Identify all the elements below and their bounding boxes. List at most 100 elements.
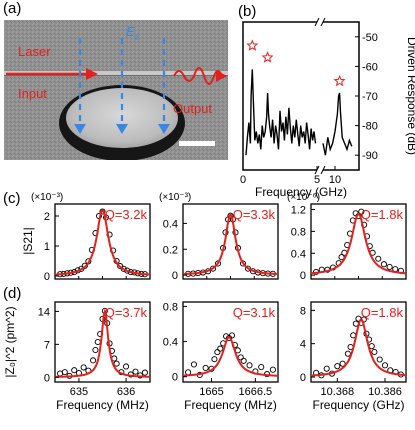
panel-label-c: (c) <box>3 190 21 207</box>
q-factor-label: Q=3.7k <box>105 305 148 320</box>
chart-b-ytick-label: -70 <box>362 91 378 103</box>
xtick-label: 10.368 <box>320 386 354 398</box>
xlabel: Frequency (GHz) <box>312 398 404 412</box>
fit-curve <box>54 208 151 276</box>
ytick-label: 0 <box>172 372 178 384</box>
chart-b-xtick-label: 5 <box>314 174 320 186</box>
xlabel: Frequency (MHz) <box>56 398 149 412</box>
data-point <box>185 369 192 376</box>
ytick-label: 0 <box>172 270 178 282</box>
data-point <box>80 364 87 371</box>
chart-b-xlabel: Frequency (GHz) <box>255 185 347 199</box>
data-point <box>202 364 209 371</box>
scale-bar <box>179 141 215 146</box>
chart-c3: 0 0.4 0.8 1.2(×10⁻⁶) Q=1.8k <box>287 192 407 282</box>
data-point <box>376 356 383 363</box>
field-arrows <box>78 38 166 128</box>
q-factor-label: Q=1.8k <box>361 305 404 320</box>
input-label: Input <box>18 86 47 101</box>
output-wave-icon <box>173 67 223 85</box>
chart-c1: 0 1 2 (×10⁻³) Q=3.2k <box>31 192 151 283</box>
micrograph: Laser Input Output Ez <box>4 20 228 160</box>
xtick-label: 636 <box>117 386 135 398</box>
panel-label-b: (b) <box>238 3 257 20</box>
data-point <box>386 263 393 271</box>
data-point <box>123 363 130 370</box>
data-point <box>371 348 378 356</box>
ytick-label: 0.4 <box>163 218 178 230</box>
fit-curve <box>310 212 407 275</box>
ytick-label: 1.2 <box>291 204 306 216</box>
axis-break-mark <box>320 165 326 175</box>
chart-b-xtick-label: 0 <box>240 174 246 186</box>
data-point <box>214 260 222 267</box>
q-factor-label: Q=1.8k <box>361 207 404 222</box>
chart-c2: 0 0.2 0.4 (×10⁻³) Q=3.3k <box>159 192 279 282</box>
data-point <box>339 360 346 367</box>
data-point <box>61 369 68 376</box>
star-marker-icon <box>261 51 274 63</box>
ytick-label: 0.8 <box>291 226 306 238</box>
xtick-label: 10.386 <box>368 386 402 398</box>
data-point <box>141 369 148 376</box>
ytick-label: 0.8 <box>163 301 178 313</box>
data-point <box>380 261 387 268</box>
chart-b-ytick-label: -60 <box>362 61 378 73</box>
q-factor-label: Q=3.1k <box>233 305 276 320</box>
axis-break-mark <box>314 17 320 27</box>
ytick-label: 0 <box>300 372 306 384</box>
data-point <box>246 362 253 369</box>
axis-break-gap <box>317 18 323 26</box>
q-factor-label: Q=3.3k <box>233 207 276 222</box>
chart-b-series-line <box>245 69 317 156</box>
data-point <box>92 346 99 354</box>
laser-label: Laser <box>18 44 51 59</box>
data-point <box>71 367 78 374</box>
ytick-label: 0.4 <box>291 248 306 260</box>
axis-break-gap <box>317 166 323 174</box>
data-point <box>90 357 97 364</box>
ytick-label: 0 <box>44 372 50 384</box>
panel-label-a: (a) <box>3 0 22 17</box>
chart-b-series-line <box>322 92 353 156</box>
output-label: Output <box>173 101 213 116</box>
ytick-label: 4 <box>300 339 306 351</box>
xtick-label: 635 <box>70 386 88 398</box>
ytick-label: 0.4 <box>163 337 178 349</box>
chart-d3-frame <box>310 301 407 383</box>
chart-b-ytick-label: -80 <box>362 121 378 133</box>
y-multiplier: (×10⁻³) <box>159 192 191 203</box>
chart-c-ylabel: |S21| <box>21 227 35 255</box>
data-point <box>132 368 139 375</box>
data-point <box>258 364 265 371</box>
chart-b-ylabel: Driven Response (dB) <box>405 37 415 155</box>
q-factor-label: Q=3.2k <box>105 207 148 222</box>
axis-break-mark <box>320 17 326 27</box>
fit-curve <box>183 336 278 377</box>
ytick-label: 2 <box>44 211 50 223</box>
chart-b-ytick-label: -90 <box>362 150 378 162</box>
data-point <box>81 262 88 269</box>
ytick-label: 14 <box>38 306 50 318</box>
ytick-label: 0.2 <box>163 244 178 256</box>
data-point <box>228 332 236 339</box>
data-point <box>217 345 224 352</box>
chart-b: 0 5 10 -50 -60 -70 -80 -90 Frequency (GHz) Driven… <box>240 17 415 199</box>
data-point <box>381 362 389 369</box>
data-point <box>375 255 382 262</box>
fit-curve <box>310 318 406 377</box>
data-point <box>344 350 351 357</box>
laser-arrow-icon <box>86 68 98 80</box>
ytick-label: 0 <box>44 271 50 283</box>
data-point <box>323 365 330 372</box>
chart-b-ytick-label: -50 <box>362 32 378 44</box>
panel-label-d: (d) <box>3 285 22 302</box>
data-point <box>94 338 101 346</box>
ytick-label: 7 <box>44 339 50 351</box>
y-multiplier: (×10⁻⁶) <box>287 192 320 203</box>
data-point <box>338 254 345 261</box>
